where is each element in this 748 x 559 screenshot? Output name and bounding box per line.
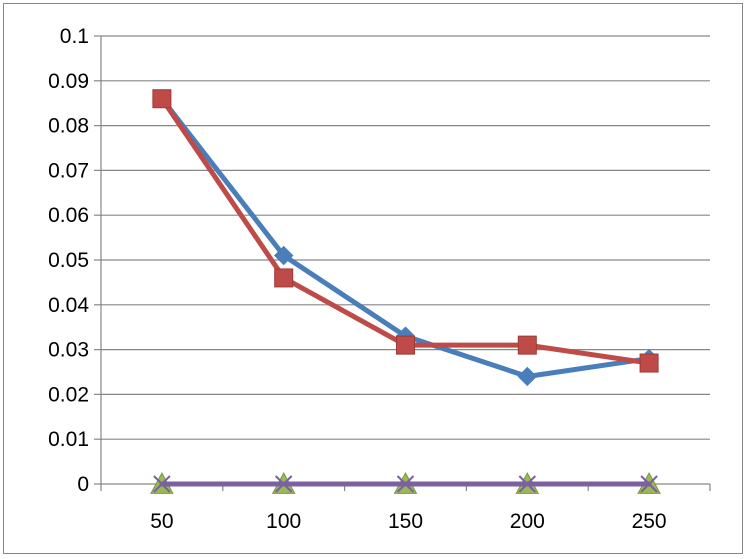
series-2: [152, 89, 659, 373]
y-tick-label: 0.01: [48, 428, 89, 451]
y-tick-label: 0.05: [48, 249, 89, 272]
data-point: [153, 475, 171, 493]
chart-frame: [3, 3, 743, 554]
data-point: [274, 268, 294, 288]
data-point: [517, 366, 538, 387]
series: [150, 89, 661, 494]
x-tick-labels: 50 100 150 200 250: [150, 510, 666, 533]
series-line: [159, 96, 652, 366]
x-tick-label: 150: [388, 510, 423, 533]
y-tick-labels: 0 0.01 0.02 0.03 0.04 0.05 0.06 0.07 0.08 0.09 0.1: [48, 25, 89, 496]
series-4: [153, 475, 658, 493]
y-tick-label: 0.08: [48, 115, 89, 138]
y-tick-label: 0.09: [48, 70, 89, 93]
data-point: [517, 335, 537, 355]
data-point: [518, 475, 537, 493]
y-tick-label: 0: [77, 473, 89, 496]
data-point: [396, 335, 415, 355]
axes: [94, 35, 711, 491]
gridlines: [101, 35, 710, 440]
y-tick-label: 0.07: [48, 159, 89, 182]
data-point: [640, 475, 658, 493]
y-tick-label: 0.1: [60, 25, 89, 48]
data-point: [273, 245, 294, 266]
y-tick-label: 0.04: [48, 294, 89, 317]
y-tick-label: 0.06: [48, 204, 89, 227]
x-tick-label: 250: [632, 510, 667, 533]
data-point: [396, 475, 415, 493]
y-tick-label: 0.03: [48, 339, 89, 362]
y-tick-label: 0.02: [48, 383, 89, 406]
data-point: [639, 353, 659, 373]
data-point: [152, 89, 172, 109]
data-point: [274, 475, 293, 493]
x-tick-label: 200: [510, 510, 545, 533]
x-tick-label: 50: [150, 510, 173, 533]
x-tick-label: 100: [266, 510, 301, 533]
